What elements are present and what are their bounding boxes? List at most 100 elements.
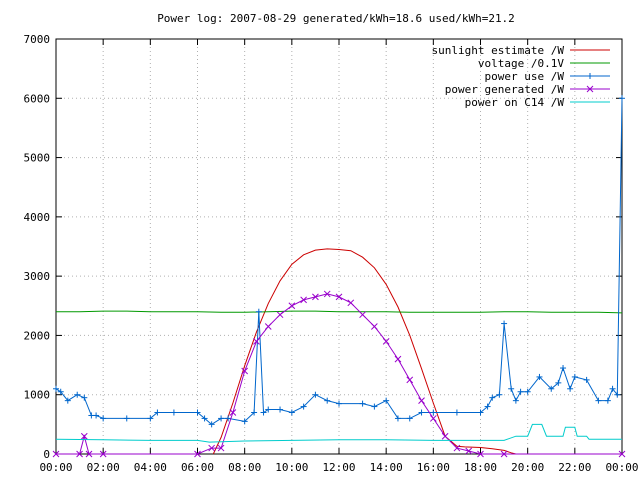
data-point xyxy=(57,388,64,395)
series-4 xyxy=(55,423,622,443)
legend-entry: power generated /W xyxy=(445,83,610,96)
legend-entry: power on C14 /W xyxy=(465,96,610,109)
x-tick-label: 04:00 xyxy=(134,461,167,474)
data-point xyxy=(429,415,437,422)
data-point xyxy=(604,397,611,404)
legend-label: power use /W xyxy=(485,70,565,83)
data-point xyxy=(264,323,272,330)
x-tick-label: 10:00 xyxy=(275,461,308,474)
legend-label: power on C14 /W xyxy=(465,96,565,109)
data-point xyxy=(501,320,508,327)
data-point xyxy=(74,391,81,398)
data-point xyxy=(359,311,366,319)
data-point xyxy=(335,293,343,301)
data-point xyxy=(383,397,390,404)
x-tick-label: 14:00 xyxy=(370,461,403,474)
series-line xyxy=(55,423,622,443)
data-point xyxy=(371,403,378,410)
data-point xyxy=(567,385,574,392)
chart-title: Power log: 2007-08-29 generated/kWh=18.6… xyxy=(157,12,515,25)
y-tick-label: 5000 xyxy=(24,152,51,165)
data-point xyxy=(517,388,524,395)
data-point xyxy=(619,95,625,102)
x-tick-label: 18:00 xyxy=(464,461,497,474)
data-point xyxy=(93,412,100,419)
data-point xyxy=(430,409,437,416)
data-point xyxy=(123,415,130,422)
data-point xyxy=(453,444,461,452)
data-point xyxy=(394,355,402,363)
series-0 xyxy=(212,248,517,455)
data-point xyxy=(347,299,355,307)
x-tick-label: 12:00 xyxy=(322,461,355,474)
data-point xyxy=(80,432,88,440)
data-point xyxy=(418,409,425,416)
data-point xyxy=(500,450,508,458)
legend-entry: voltage /0.1V xyxy=(478,57,610,70)
data-point xyxy=(225,415,232,422)
data-point xyxy=(406,415,413,422)
data-point xyxy=(382,338,390,345)
data-point xyxy=(288,409,295,416)
x-tick-label: 02:00 xyxy=(87,461,120,474)
series-line xyxy=(56,293,622,455)
data-point xyxy=(312,391,319,398)
legend-label: voltage /0.1V xyxy=(478,57,564,70)
data-point xyxy=(53,385,59,392)
legend-entry: sunlight estimate /W xyxy=(432,44,610,57)
y-tick-label: 3000 xyxy=(24,270,51,283)
x-tick-label: 20:00 xyxy=(511,461,544,474)
y-tick-label: 6000 xyxy=(24,92,51,105)
data-point xyxy=(560,365,567,372)
data-point xyxy=(300,403,307,410)
data-point xyxy=(251,409,258,416)
series-2 xyxy=(53,95,625,428)
data-point xyxy=(288,302,296,310)
data-point xyxy=(194,409,201,416)
data-point xyxy=(255,308,262,315)
data-point xyxy=(571,373,578,380)
y-tick-label: 2000 xyxy=(24,329,51,342)
data-point xyxy=(276,311,284,319)
data-point xyxy=(583,376,590,383)
axes: 0 1000 2000 3000 4000 5000 6000 7000 00:00 02:00 0… xyxy=(24,33,639,474)
data-point xyxy=(300,296,307,304)
data-point xyxy=(218,415,225,422)
data-point xyxy=(277,406,284,413)
data-point xyxy=(453,409,460,416)
data-point xyxy=(85,450,93,458)
series-layer xyxy=(52,95,626,458)
data-point xyxy=(217,444,225,452)
data-point xyxy=(241,418,248,425)
x-tick-label: 22:00 xyxy=(558,461,591,474)
data-point xyxy=(253,338,260,345)
y-tick-label: 4000 xyxy=(24,211,51,224)
legend-label: sunlight estimate /W xyxy=(432,44,565,57)
x-tick-label: 06:00 xyxy=(181,461,214,474)
data-point xyxy=(208,421,215,428)
legend-entry: power use /W xyxy=(485,70,610,83)
data-point xyxy=(147,415,154,422)
data-point xyxy=(477,409,484,416)
data-point xyxy=(524,388,531,395)
data-point xyxy=(265,406,272,413)
data-point xyxy=(336,400,342,407)
data-point xyxy=(512,397,519,404)
x-tick-label: 16:00 xyxy=(417,461,450,474)
x-tick-label: 00:00 xyxy=(39,461,72,474)
legend-marker xyxy=(586,85,594,93)
data-point xyxy=(555,379,562,386)
data-point xyxy=(323,290,331,298)
data-point xyxy=(81,394,88,401)
data-point xyxy=(489,394,496,401)
data-point xyxy=(394,415,401,422)
data-point xyxy=(100,415,107,422)
data-point xyxy=(229,409,237,416)
data-point xyxy=(208,444,216,452)
data-point xyxy=(496,391,503,398)
data-point xyxy=(477,450,484,458)
y-tick-label: 1000 xyxy=(24,389,51,402)
